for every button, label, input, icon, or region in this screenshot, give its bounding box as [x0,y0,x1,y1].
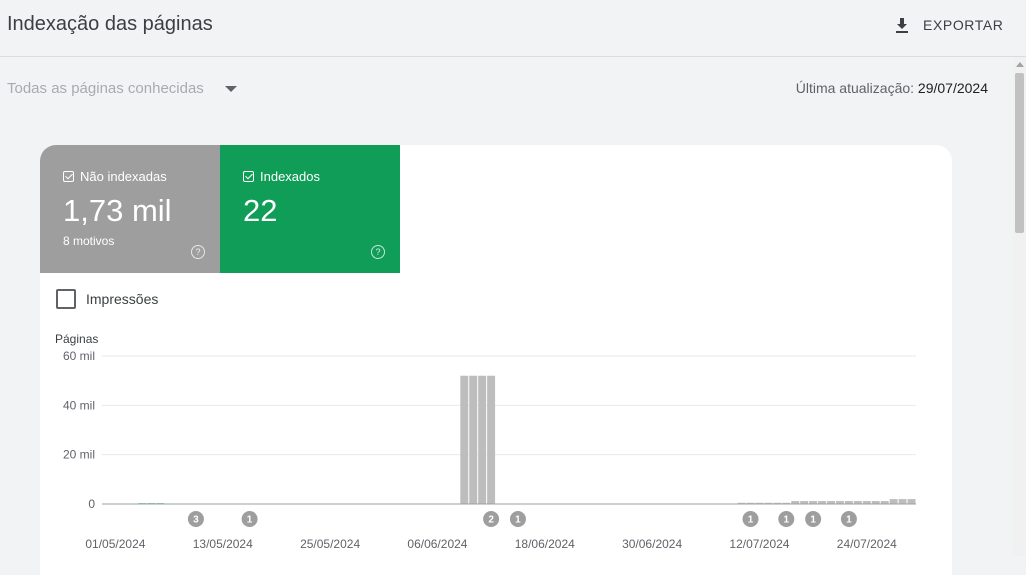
dropdown-arrow-icon [224,85,237,92]
annotation-count: 3 [193,515,199,526]
chart-bar [764,502,773,504]
x-tick-label: 30/06/2024 [622,537,682,551]
annotation-badge[interactable] [483,511,500,527]
export-button[interactable]: EXPORTAR [893,14,1004,36]
tile-not-indexed-value: 1,73 mil [63,193,172,228]
annotation-badge[interactable] [840,511,857,527]
y-tick-label: 60 mil [63,349,95,363]
chart-bar [827,501,835,504]
checkbox-checked-icon[interactable] [243,171,254,182]
annotation-badge[interactable] [778,511,795,527]
x-tick-label: 01/05/2024 [85,537,145,551]
tile-indexed[interactable]: Indexados 22 ? [220,145,400,273]
help-icon[interactable]: ? [191,245,205,259]
last-update-label: Última atualização: [795,80,915,96]
scrollbar[interactable] [1013,57,1026,556]
annotation-count: 1 [784,515,790,526]
chart-bar [809,501,818,504]
y-tick-label: 0 [88,497,95,511]
annotation-count: 2 [488,515,494,526]
chart-bar [737,502,746,504]
impressions-label: Impressões [86,291,159,307]
chart-bar [773,502,782,504]
top-bar: Indexação das páginas EXPORTAR [0,0,1026,57]
annotation-badge[interactable] [187,511,204,527]
annotation-badge[interactable] [805,511,822,527]
annotation-count: 1 [810,515,816,526]
report-card: Não indexadas 1,73 mil 8 motivos ? Index… [40,145,952,575]
y-tick-label: 20 mil [63,448,95,462]
chart-bar [889,499,898,504]
x-tick-label: 24/07/2024 [837,537,897,551]
checkbox-checked-icon[interactable] [63,171,74,182]
scroll-thumb[interactable] [1015,73,1024,233]
filter-selected-value: Todas as páginas conhecidas [7,80,204,97]
tile-not-indexed-reasons: 8 motivos [63,234,115,248]
pages-chart: Páginas 0 20 mil 40 mil 60 mil 3 1 2 1 1 1 1 1 01/05/… [55,332,916,551]
annotation-badge[interactable] [742,511,759,527]
tile-not-indexed[interactable]: Não indexadas 1,73 mil 8 motivos ? [40,145,220,273]
export-label: EXPORTAR [923,17,1004,33]
page-title: Indexação das páginas [7,13,213,35]
tile-not-indexed-label: Não indexadas [80,169,167,184]
tile-not-indexed-header: Não indexadas [63,169,167,184]
chart-bar [746,502,755,504]
help-icon[interactable]: ? [371,245,385,259]
scroll-up-arrow-icon[interactable] [1016,62,1024,67]
chart-bar [800,501,809,504]
chart-bar [907,499,916,504]
chart-bar [880,501,889,504]
tile-indexed-header: Indexados [243,169,320,184]
chart-bar [898,499,907,504]
last-update-date: 29/07/2024 [917,80,988,96]
tile-indexed-value: 22 [243,193,278,228]
y-tick-label: 40 mil [63,398,95,412]
x-tick-label: 18/06/2024 [515,537,575,551]
chart-bar [469,375,478,504]
annotation-count: 1 [247,515,253,526]
impressions-checkbox[interactable] [56,289,76,309]
annotation-badge[interactable] [509,511,526,527]
tile-indexed-label: Indexados [260,169,320,184]
x-tick-label: 12/07/2024 [729,537,789,551]
x-tick-label: 06/06/2024 [407,537,467,551]
x-tick-label: 25/05/2024 [300,537,360,551]
chart-bar [478,375,487,504]
x-tick-label: 13/05/2024 [193,537,253,551]
chart-bar [853,501,862,504]
chart-bar [835,501,844,504]
chart-bar [487,375,496,504]
pages-filter-dropdown[interactable]: Todas as páginas conhecidas [7,80,238,97]
annotation-count: 1 [748,515,754,526]
chart-bar [844,501,853,504]
chart-bar [818,501,827,504]
last-update: Última atualização: 29/07/2024 [796,80,988,96]
annotation-badge[interactable] [241,511,258,527]
chart-bar [460,375,469,504]
chart-bar [755,502,764,504]
chart-bar [782,502,791,504]
chart-bar [871,501,880,504]
chart-bar [791,501,800,504]
chart-bar [862,501,871,504]
annotation-count: 1 [515,515,521,526]
download-icon [896,18,908,33]
annotation-count: 1 [846,515,852,526]
impressions-toggle[interactable]: Impressões [56,289,158,309]
y-axis-title: Páginas [55,332,98,346]
